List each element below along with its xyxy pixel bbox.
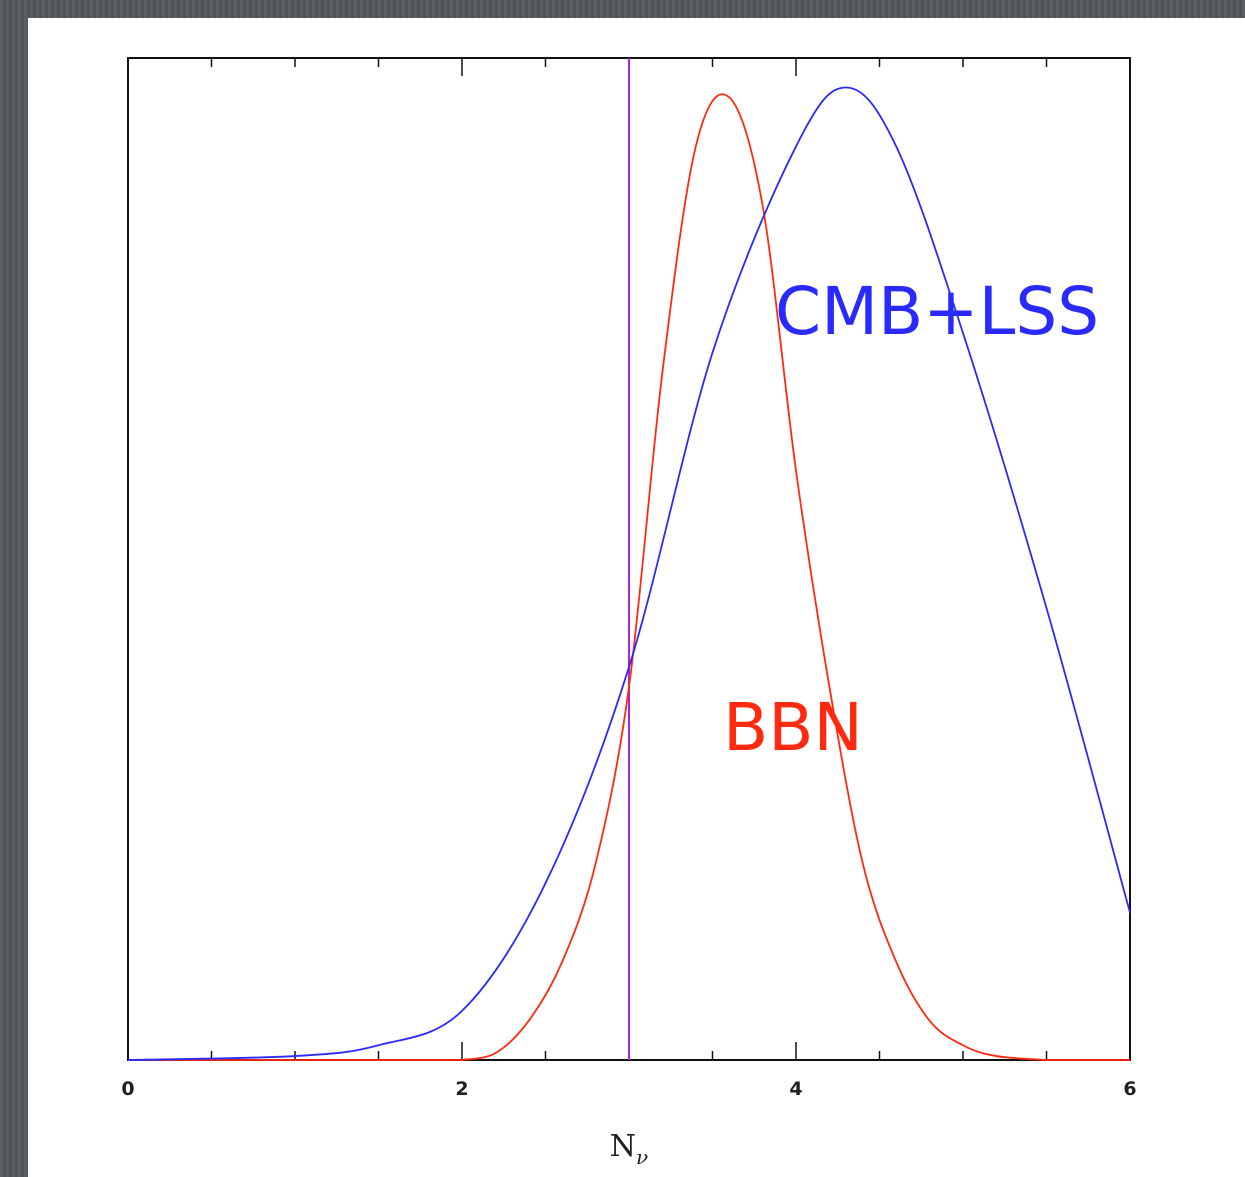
- bbn-curve: [128, 93, 1130, 1061]
- x-axis-label-subscript: ν: [636, 1145, 648, 1169]
- bbn-label: BBN: [723, 689, 863, 766]
- x-axis-label-main: N: [610, 1129, 636, 1164]
- x-axis-label: Nν: [610, 1129, 648, 1169]
- x-tick-label: 4: [789, 1078, 802, 1100]
- axis-minor-ticks: [127, 58, 1131, 1060]
- x-tick-label: 2: [455, 1078, 468, 1100]
- cmb-lss-label: CMB+LSS: [775, 273, 1099, 350]
- cmb-lss-curve: [127, 86, 1131, 1061]
- x-tick-label: 6: [1123, 1078, 1136, 1100]
- slide-panel: [28, 18, 1245, 1177]
- x-tick-labels: 0 2 4 6: [121, 1078, 1136, 1100]
- x-tick-label: 0: [121, 1078, 134, 1100]
